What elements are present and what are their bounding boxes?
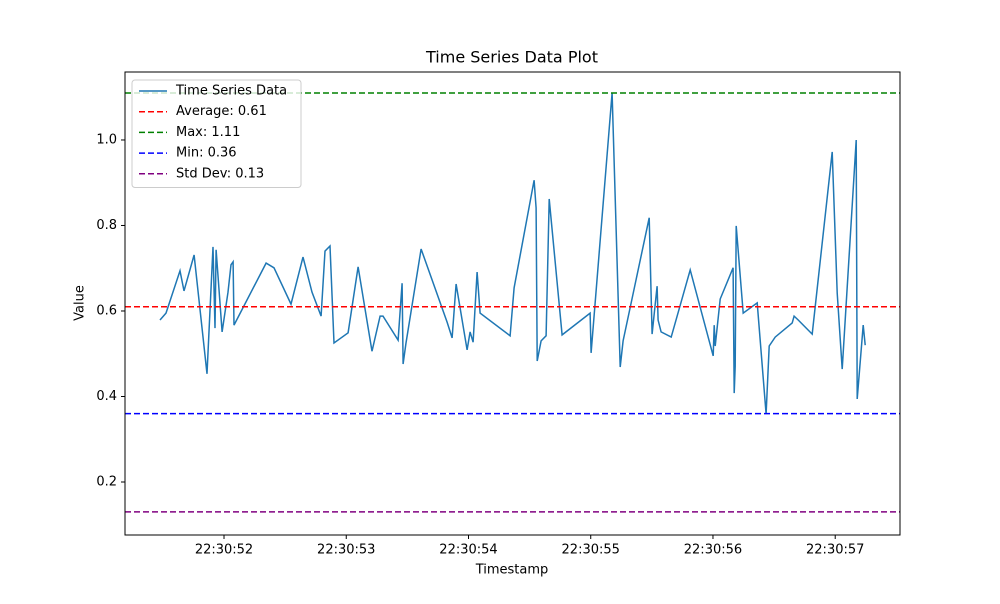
plot-frame — [124, 71, 901, 536]
x-tick-label: 22:30:52 — [195, 543, 253, 558]
legend-label: Average: 0.61 — [176, 104, 267, 119]
x-tick-label: 22:30:56 — [684, 543, 742, 558]
legend-label: Max: 1.11 — [176, 125, 240, 140]
y-tick-label: 0.2 — [96, 474, 117, 489]
x-tick-label: 22:30:54 — [439, 543, 497, 558]
legend-label: Min: 0.36 — [176, 146, 237, 161]
legend-label: Std Dev: 0.13 — [176, 166, 264, 181]
legend-box — [131, 79, 302, 188]
chart-title: Time Series Data Plot — [425, 48, 598, 67]
x-tick-label: 22:30:53 — [317, 543, 375, 558]
y-axis-label: Value — [73, 285, 88, 321]
data-line — [159, 92, 866, 415]
x-tick-label: 22:30:55 — [562, 543, 620, 558]
x-axis-label: Timestamp — [475, 563, 549, 578]
y-tick-label: 0.8 — [96, 218, 117, 233]
y-tick-label: 0.6 — [96, 303, 117, 318]
y-tick-label: 0.4 — [96, 389, 117, 404]
y-tick-label: 1.0 — [96, 132, 117, 147]
x-tick-label: 22:30:57 — [806, 543, 864, 558]
legend-label: Time Series Data — [175, 84, 287, 99]
